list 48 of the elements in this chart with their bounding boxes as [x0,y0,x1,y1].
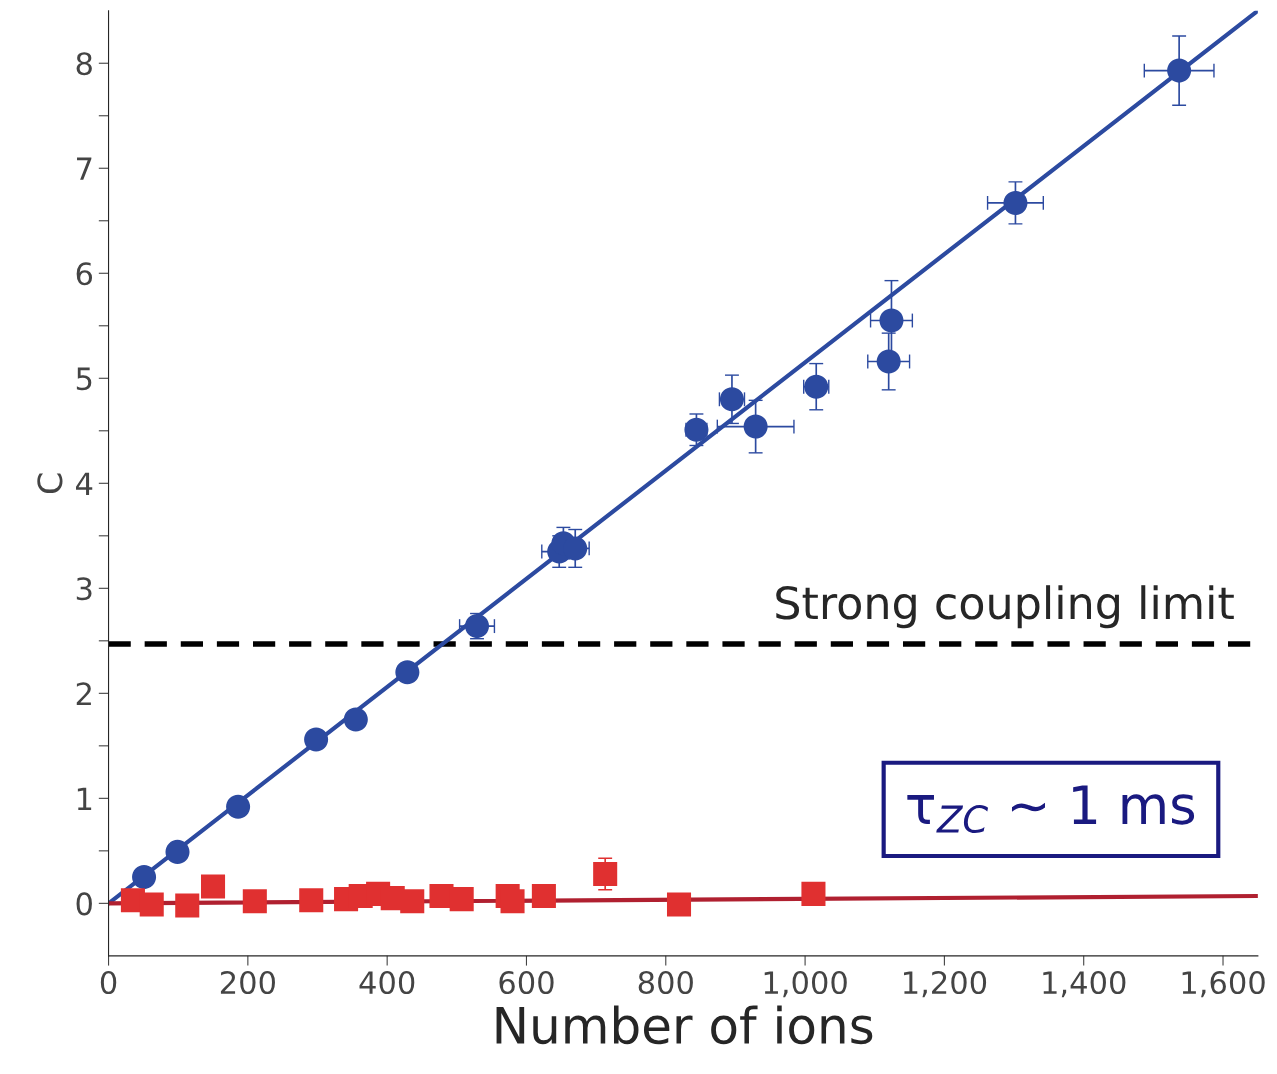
point [242,889,267,914]
x-tick-label: 1,000 [764,970,847,998]
point [201,874,226,899]
point [132,865,157,890]
point [395,660,420,685]
point [743,414,768,439]
point [593,861,618,886]
point [801,881,826,906]
annotation: τ$_{ZC}$ ~ 1 ms [907,785,1195,834]
point [449,887,474,912]
y-tick-label: 2 [76,682,91,705]
y-tick-label: 1 [77,787,92,810]
y-tick-label: 0 [76,892,92,916]
x-tick-label: 400 [359,970,415,995]
point [1167,58,1192,83]
x-tick-label: 0 [100,970,117,995]
x-tick-label: 1,400 [1043,970,1126,998]
point [175,893,200,918]
point [719,387,744,412]
y-axis-title: C [37,473,63,494]
point [139,892,164,917]
x-tick-label: 1,600 [1182,970,1265,998]
point [464,614,490,639]
point [876,349,901,374]
x-tick-label: 200 [220,970,275,995]
y-tick-label: 6 [76,262,93,286]
point [400,889,425,914]
point [804,374,829,399]
x-tick-label: 1,200 [904,970,987,998]
point [226,794,251,819]
y-tick-label: 4 [76,472,93,495]
x-tick-label: 600 [499,970,554,995]
point [304,727,329,752]
point [879,308,904,333]
point [1003,190,1028,215]
y-tick-label: 3 [76,577,92,601]
point [165,839,190,864]
y-tick-label: 5 [76,367,92,391]
y-tick-label: 7 [77,157,92,180]
x-tick-label: 800 [638,970,693,995]
point [299,888,324,913]
point [500,889,525,914]
point [343,707,368,732]
point [531,883,556,909]
point [666,892,692,917]
x-axis-title: Number of ions [496,1005,873,1045]
y-tick-label: 8 [76,52,92,76]
ref-line-label: Strong coupling limit [776,585,1234,629]
